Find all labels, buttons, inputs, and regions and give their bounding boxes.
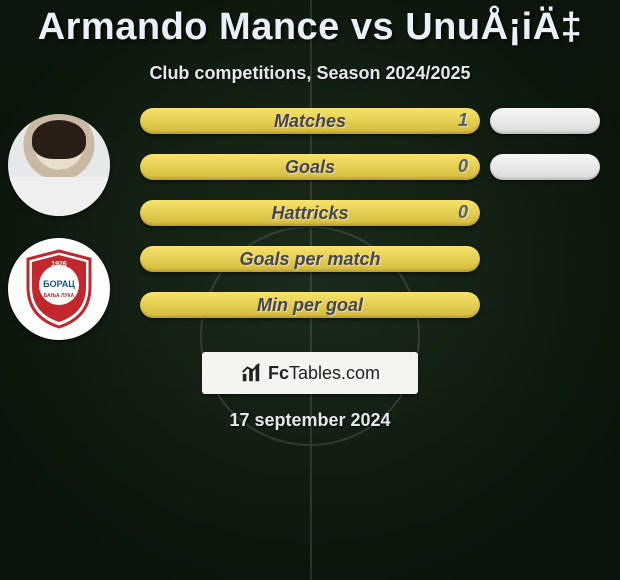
stat-row: Goals 0 [140,154,602,182]
stat-pill-left: Hattricks 0 [140,200,480,226]
player-avatar [8,114,110,216]
stat-bars: Matches 1 Goals 0 Hattricks 0 Goals per match M… [140,108,602,338]
stat-row: Goals per match [140,246,602,274]
stat-label: Goals per match [239,249,380,270]
source-logo-text: FcTables.com [268,363,380,384]
stat-label: Goals [285,157,335,178]
stat-pill-left: Goals per match [140,246,480,272]
snapshot-date: 17 september 2024 [0,410,620,431]
badge-city: БАЊА ЛУКА [44,293,75,299]
shield-icon: 1926 БОРАЦ БАЊА ЛУКА [24,249,94,329]
avatars-column: 1926 БОРАЦ БАЊА ЛУКА [8,114,118,362]
stat-pill-right [490,154,600,180]
stat-label: Min per goal [257,295,363,316]
badge-name: БОРАЦ [43,279,75,289]
stat-pill-right [490,108,600,134]
comparison-content: 1926 БОРАЦ БАЊА ЛУКА Matches1Goals0Hattr… [0,120,620,390]
season-subtitle: Club competitions, Season 2024/2025 [0,63,620,84]
stat-row: Min per goal [140,292,602,320]
stat-label: Matches [274,111,346,132]
club-badge: 1926 БОРАЦ БАЊА ЛУКА [8,238,110,340]
stat-label: Hattricks [271,203,348,224]
stat-row: Hattricks 0 [140,200,602,228]
stat-pill-left: Min per goal [140,292,480,318]
stat-pill-left: Matches 1 [140,108,480,134]
stat-value-left: 0 [458,202,468,223]
badge-year: 1926 [51,261,67,268]
source-logo[interactable]: FcTables.com [202,352,418,394]
chart-icon [240,362,262,384]
stat-value-left: 0 [458,156,468,177]
comparison-title: Armando Mance vs UnuÅ¡iÄ‡ [0,0,620,49]
stat-pill-left: Goals 0 [140,154,480,180]
stat-value-left: 1 [458,110,468,131]
stat-row: Matches 1 [140,108,602,136]
